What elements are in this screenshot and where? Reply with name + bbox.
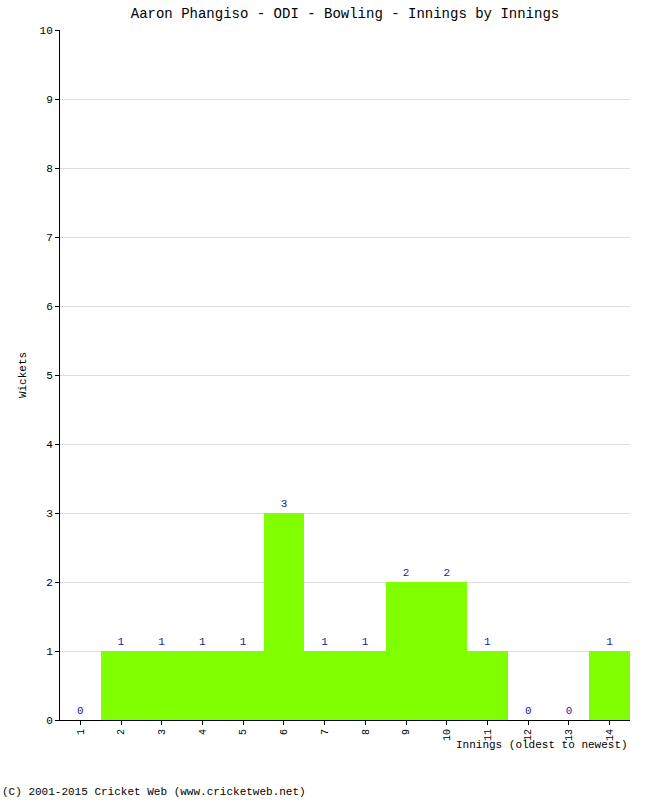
svg-text:9: 9 xyxy=(401,729,412,735)
svg-text:10: 10 xyxy=(442,729,453,741)
svg-text:5: 5 xyxy=(46,370,53,382)
svg-text:4: 4 xyxy=(198,729,209,735)
svg-text:1: 1 xyxy=(606,636,613,648)
svg-text:0: 0 xyxy=(77,705,84,717)
svg-text:6: 6 xyxy=(279,729,290,735)
svg-text:Aaron Phangiso - ODI - Bowling: Aaron Phangiso - ODI - Bowling - Innings… xyxy=(131,6,559,22)
svg-text:2: 2 xyxy=(443,567,450,579)
svg-text:2: 2 xyxy=(46,577,53,589)
svg-text:3: 3 xyxy=(157,729,168,735)
svg-text:11: 11 xyxy=(483,729,494,741)
svg-text:8: 8 xyxy=(46,163,53,175)
svg-text:2: 2 xyxy=(116,729,127,735)
svg-text:1: 1 xyxy=(199,636,206,648)
svg-text:Innings (oldest to newest): Innings (oldest to newest) xyxy=(456,739,628,751)
svg-text:9: 9 xyxy=(46,94,53,106)
svg-text:13: 13 xyxy=(564,729,575,741)
svg-text:0: 0 xyxy=(566,705,573,717)
svg-text:1: 1 xyxy=(362,636,369,648)
svg-text:7: 7 xyxy=(46,232,53,244)
svg-text:2: 2 xyxy=(403,567,410,579)
svg-text:3: 3 xyxy=(46,508,53,520)
svg-text:1: 1 xyxy=(46,646,53,658)
svg-text:1: 1 xyxy=(158,636,165,648)
svg-text:10: 10 xyxy=(40,25,53,37)
svg-text:0: 0 xyxy=(46,715,53,727)
svg-text:1: 1 xyxy=(321,636,328,648)
svg-text:1: 1 xyxy=(240,636,247,648)
svg-text:0: 0 xyxy=(525,705,532,717)
svg-text:5: 5 xyxy=(238,729,249,735)
svg-text:7: 7 xyxy=(320,729,331,735)
svg-text:4: 4 xyxy=(46,439,53,451)
svg-text:6: 6 xyxy=(46,301,53,313)
svg-text:12: 12 xyxy=(523,729,534,741)
svg-text:1: 1 xyxy=(484,636,491,648)
svg-text:1: 1 xyxy=(76,729,87,735)
svg-text:Wickets: Wickets xyxy=(17,352,29,398)
svg-text:3: 3 xyxy=(281,498,288,510)
svg-text:14: 14 xyxy=(605,729,616,741)
svg-text:1: 1 xyxy=(118,636,125,648)
svg-text:(C) 2001-2015 Cricket Web (www: (C) 2001-2015 Cricket Web (www.cricketwe… xyxy=(2,786,306,798)
svg-text:8: 8 xyxy=(361,729,372,735)
